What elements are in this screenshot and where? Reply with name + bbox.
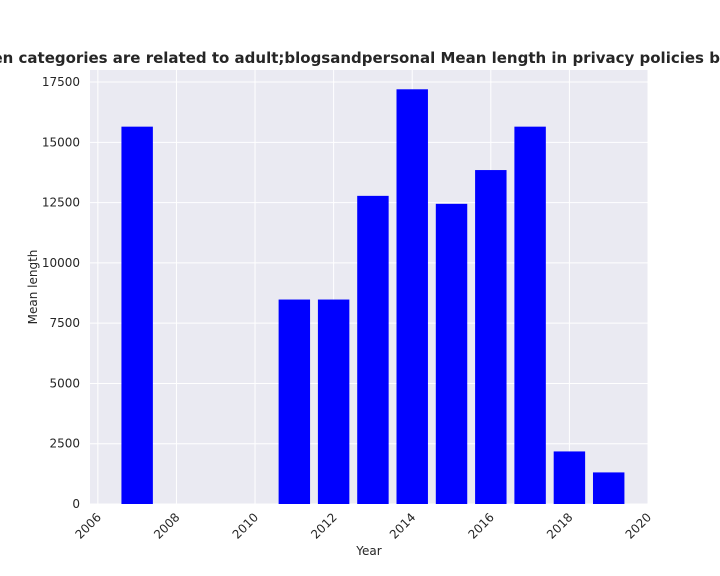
bars (121, 89, 625, 505)
y-tick-label: 5000 (49, 376, 80, 390)
y-axis-label: Mean length (26, 250, 40, 325)
chart-title: when categories are related to adult;blo… (0, 49, 720, 67)
bar-2016 (475, 170, 507, 505)
x-tick-label: 2012 (308, 510, 339, 541)
bar-2012 (317, 299, 350, 504)
x-tick-label: 2010 (230, 510, 261, 541)
x-tick-label: 2008 (151, 510, 182, 541)
bar-2014 (396, 89, 428, 505)
x-tick-label: 2014 (387, 510, 418, 541)
bar-2018 (553, 451, 586, 504)
bar-2013 (357, 195, 389, 505)
x-tick-label: 2020 (623, 510, 654, 541)
x-tick-label: 2018 (544, 510, 575, 541)
bar-2019 (592, 472, 625, 504)
x-tick-label: 2006 (72, 510, 103, 541)
y-tick-label: 2500 (49, 437, 80, 451)
y-tick-label: 12500 (42, 196, 80, 210)
bar-2015 (435, 203, 468, 505)
x-axis-ticks: 2006 2008 2010 2012 2014 2016 2018 2020 (72, 510, 654, 541)
y-tick-label: 7500 (49, 316, 80, 330)
y-tick-label: 17500 (42, 75, 80, 89)
x-axis-label: Year (355, 544, 381, 558)
y-tick-label: 0 (72, 497, 80, 511)
y-axis-ticks: 0 2500 5000 7500 10000 12500 15000 17500 (42, 75, 80, 511)
bar-2011 (278, 299, 311, 504)
y-tick-label: 10000 (42, 256, 80, 270)
bar-2017 (514, 126, 546, 505)
x-tick-label: 2016 (465, 510, 496, 541)
bar-2007 (121, 126, 153, 505)
y-tick-label: 15000 (42, 135, 80, 149)
